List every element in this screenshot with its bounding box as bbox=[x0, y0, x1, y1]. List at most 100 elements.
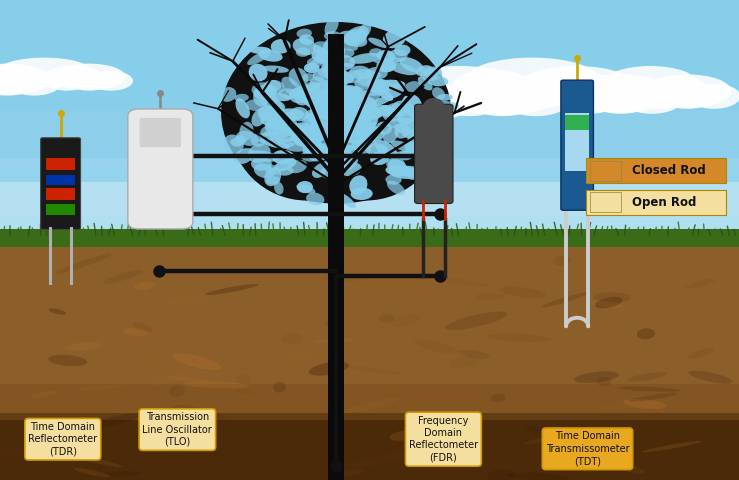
Ellipse shape bbox=[48, 355, 87, 366]
Ellipse shape bbox=[458, 79, 547, 113]
Text: Time Domain
Transmissometer
(TDT): Time Domain Transmissometer (TDT) bbox=[545, 432, 630, 466]
Ellipse shape bbox=[234, 94, 249, 102]
Ellipse shape bbox=[265, 107, 279, 116]
Ellipse shape bbox=[357, 115, 367, 134]
Ellipse shape bbox=[314, 338, 355, 343]
Ellipse shape bbox=[326, 106, 347, 120]
Ellipse shape bbox=[434, 117, 456, 132]
Ellipse shape bbox=[641, 441, 702, 452]
Ellipse shape bbox=[332, 119, 344, 133]
Ellipse shape bbox=[295, 93, 310, 106]
Bar bbox=[331, 108, 341, 114]
Ellipse shape bbox=[328, 144, 349, 158]
Ellipse shape bbox=[304, 63, 319, 73]
Ellipse shape bbox=[384, 66, 532, 112]
Bar bbox=[330, 133, 342, 139]
Ellipse shape bbox=[291, 132, 306, 143]
Ellipse shape bbox=[376, 59, 396, 72]
Ellipse shape bbox=[313, 68, 333, 83]
Bar bbox=[0, 158, 739, 216]
Ellipse shape bbox=[390, 314, 420, 327]
Ellipse shape bbox=[356, 96, 376, 110]
Ellipse shape bbox=[423, 66, 441, 78]
Ellipse shape bbox=[391, 141, 417, 153]
Bar bbox=[328, 238, 344, 480]
Ellipse shape bbox=[361, 127, 385, 142]
Bar bbox=[0, 384, 739, 420]
Ellipse shape bbox=[307, 56, 324, 65]
Ellipse shape bbox=[420, 68, 443, 81]
Bar bbox=[328, 228, 344, 234]
Ellipse shape bbox=[60, 452, 122, 467]
Ellipse shape bbox=[335, 105, 353, 114]
Ellipse shape bbox=[327, 88, 349, 102]
Ellipse shape bbox=[124, 346, 167, 361]
Ellipse shape bbox=[378, 60, 396, 72]
Ellipse shape bbox=[361, 107, 378, 122]
Ellipse shape bbox=[595, 297, 623, 308]
Ellipse shape bbox=[265, 165, 280, 175]
Ellipse shape bbox=[569, 74, 672, 113]
Bar bbox=[330, 165, 343, 171]
Bar bbox=[590, 161, 621, 180]
Ellipse shape bbox=[386, 157, 405, 170]
Ellipse shape bbox=[517, 66, 636, 107]
Bar bbox=[0, 110, 739, 168]
Ellipse shape bbox=[447, 77, 558, 115]
Ellipse shape bbox=[316, 50, 337, 65]
Ellipse shape bbox=[367, 104, 398, 117]
Ellipse shape bbox=[357, 72, 379, 86]
Ellipse shape bbox=[290, 89, 310, 103]
Ellipse shape bbox=[0, 72, 7, 96]
Ellipse shape bbox=[293, 124, 313, 138]
Ellipse shape bbox=[350, 106, 363, 120]
Ellipse shape bbox=[336, 104, 355, 113]
Ellipse shape bbox=[330, 130, 346, 141]
Ellipse shape bbox=[488, 334, 551, 342]
Ellipse shape bbox=[279, 88, 299, 99]
Ellipse shape bbox=[311, 90, 333, 100]
Ellipse shape bbox=[253, 164, 275, 178]
Ellipse shape bbox=[330, 124, 344, 142]
Ellipse shape bbox=[402, 94, 422, 116]
Ellipse shape bbox=[289, 84, 319, 99]
Ellipse shape bbox=[309, 131, 321, 147]
Ellipse shape bbox=[350, 110, 367, 119]
Ellipse shape bbox=[327, 82, 350, 99]
Ellipse shape bbox=[310, 120, 331, 134]
Ellipse shape bbox=[405, 81, 421, 92]
Bar bbox=[330, 139, 342, 145]
Ellipse shape bbox=[344, 89, 360, 107]
Ellipse shape bbox=[311, 116, 333, 131]
Ellipse shape bbox=[310, 80, 336, 98]
Ellipse shape bbox=[445, 312, 508, 330]
Ellipse shape bbox=[687, 84, 739, 109]
Ellipse shape bbox=[229, 46, 384, 201]
Ellipse shape bbox=[0, 448, 55, 458]
Bar bbox=[0, 229, 739, 247]
Ellipse shape bbox=[402, 129, 418, 139]
Ellipse shape bbox=[330, 115, 345, 127]
FancyBboxPatch shape bbox=[415, 104, 453, 204]
Ellipse shape bbox=[472, 95, 533, 116]
Ellipse shape bbox=[331, 144, 352, 152]
Ellipse shape bbox=[347, 88, 370, 102]
Ellipse shape bbox=[0, 78, 32, 96]
Ellipse shape bbox=[388, 49, 408, 62]
Ellipse shape bbox=[272, 150, 295, 164]
Ellipse shape bbox=[272, 108, 304, 121]
Ellipse shape bbox=[327, 108, 343, 119]
Ellipse shape bbox=[339, 48, 355, 58]
Ellipse shape bbox=[355, 122, 379, 142]
Ellipse shape bbox=[328, 103, 351, 117]
Ellipse shape bbox=[487, 469, 515, 480]
Bar bbox=[590, 192, 621, 212]
Ellipse shape bbox=[324, 16, 338, 36]
Ellipse shape bbox=[350, 452, 411, 468]
Ellipse shape bbox=[394, 45, 410, 56]
Ellipse shape bbox=[297, 181, 313, 193]
Ellipse shape bbox=[342, 71, 363, 83]
Ellipse shape bbox=[89, 71, 133, 91]
Ellipse shape bbox=[168, 385, 185, 397]
Ellipse shape bbox=[362, 89, 386, 96]
